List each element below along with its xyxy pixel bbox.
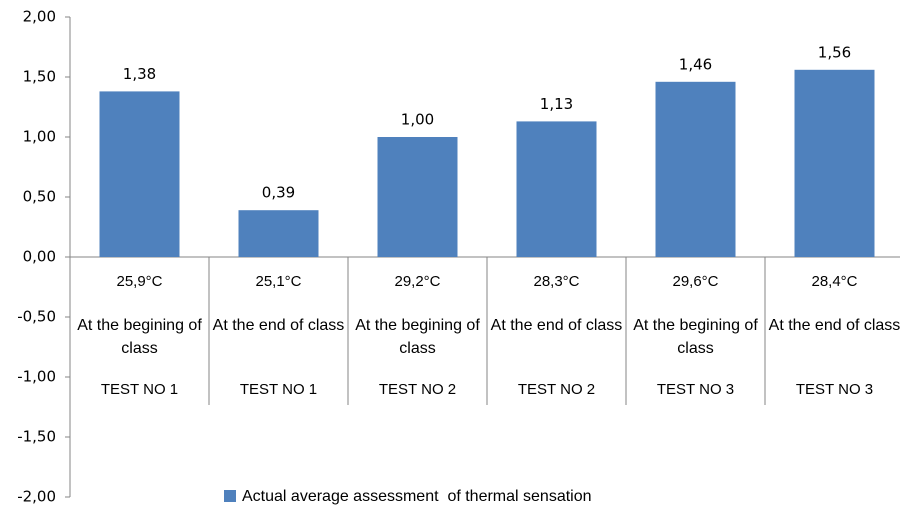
y-tick-label: 0,50 (23, 188, 56, 206)
value-label: 0,39 (262, 184, 295, 202)
y-tick-label: -0,50 (17, 308, 56, 326)
y-tick-label: -1,00 (17, 368, 56, 386)
x-tick-label: TEST NO 2 (517, 381, 596, 398)
value-label: 1,38 (123, 65, 156, 83)
x-tick-label: At the end of class (212, 317, 345, 334)
x-tick-label: 28,3°C (533, 273, 580, 290)
bar (377, 137, 458, 257)
value-label: 1,13 (540, 95, 573, 113)
legend-swatch (224, 490, 236, 502)
x-tick-label: 25,9°C (116, 273, 163, 290)
y-tick-label: -1,50 (17, 428, 56, 446)
value-label: 1,56 (818, 43, 851, 61)
x-tick-label: TEST NO 3 (795, 381, 874, 398)
y-tick-label: 2,00 (23, 8, 56, 26)
legend-label: Actual average assessment of thermal sen… (242, 488, 592, 505)
bar (99, 91, 180, 258)
bar (655, 81, 736, 257)
x-tick-label: TEST NO 1 (100, 381, 179, 398)
value-label: 1,46 (679, 55, 712, 73)
bar (794, 69, 875, 257)
x-tick-label: At the begining of class (355, 317, 480, 357)
x-tick-label: 28,4°C (811, 273, 858, 290)
y-tick-label: 0,00 (23, 248, 56, 266)
x-tick-label: TEST NO 1 (239, 381, 318, 398)
x-tick-label: 25,1°C (255, 273, 302, 290)
x-tick-label: At the begining of class (77, 317, 202, 357)
y-tick-label: 1,00 (23, 128, 56, 146)
x-tick-label: 29,6°C (672, 273, 719, 290)
x-tick-label: 29,2°C (394, 273, 441, 290)
x-tick-label: TEST NO 3 (656, 381, 735, 398)
y-tick-label: -2,00 (17, 488, 56, 506)
x-tick-label: At the end of class (768, 317, 900, 334)
x-tick-label: TEST NO 2 (378, 381, 457, 398)
bar (238, 210, 319, 257)
x-tick-label: At the begining of class (633, 317, 758, 357)
value-label: 1,00 (401, 111, 434, 129)
y-tick-label: 1,50 (23, 68, 56, 86)
bar (516, 121, 597, 258)
x-tick-label: At the end of class (490, 317, 623, 334)
